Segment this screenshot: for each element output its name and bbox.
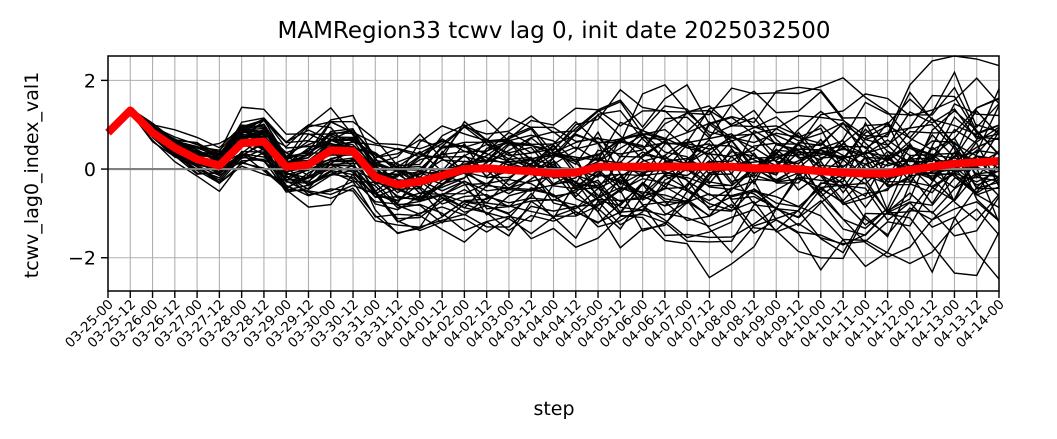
ensemble-member-line — [107, 108, 1000, 212]
ensemble-member-line — [107, 91, 1000, 211]
ensemble-member-line — [107, 108, 1000, 232]
ensemble-member-line — [107, 109, 1000, 232]
ensemble-member-line — [107, 102, 1000, 235]
ensemble-member-line — [107, 109, 1000, 239]
y-tick-label: −2 — [68, 248, 96, 270]
ensemble-member-line — [107, 109, 1000, 274]
x-axis-label: step — [533, 398, 574, 420]
ensemble-member-line — [107, 109, 1000, 180]
ensemble-member-line — [107, 109, 1000, 245]
y-tick-label: 0 — [84, 159, 96, 181]
y-axis-ticks: −2 0 2 — [68, 70, 108, 270]
mean-series — [105, 106, 1000, 189]
x-axis-ticks: 03-25-0003-25-1203-26-0003-26-1203-27-00… — [62, 291, 1008, 351]
ensemble-member-line — [107, 88, 1000, 211]
y-tick-label: 2 — [84, 70, 96, 92]
mean-series-line — [105, 106, 1000, 189]
ensemble-member-line — [107, 84, 1000, 181]
ensemble-member-line — [107, 108, 1000, 215]
ensemble-member-line — [107, 109, 1000, 232]
ensemble-member-line — [107, 108, 1000, 249]
ensemble-member-line — [107, 109, 1000, 194]
ensemble-member-line — [107, 108, 1000, 207]
y-axis-label: tcwv_lag0_index_val1 — [21, 72, 43, 279]
chart-title: MAMRegion33 tcwv lag 0, init date 202503… — [278, 18, 831, 44]
